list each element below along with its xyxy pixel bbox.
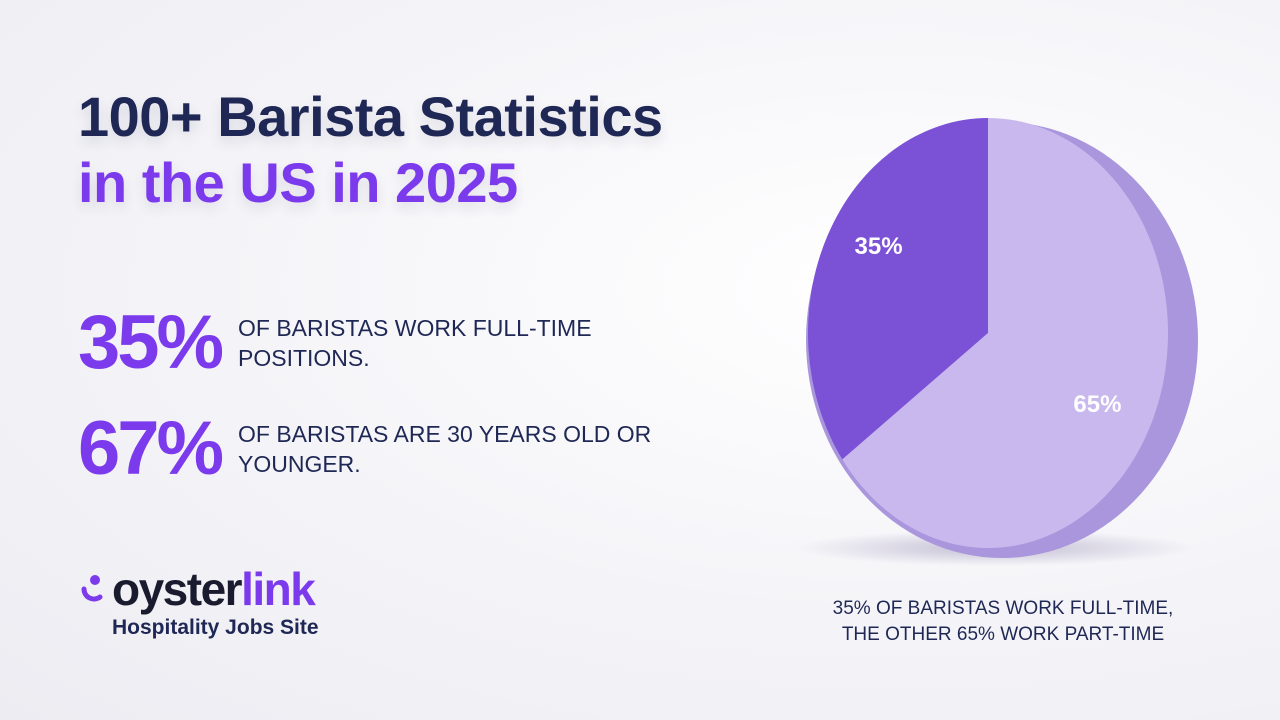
brand-logo: oysterlink Hospitality Jobs Site [78, 564, 319, 640]
oysterlink-logo-icon [81, 575, 103, 602]
chart-caption-line-2: THE OTHER 65% WORK PART-TIME [841, 624, 1165, 645]
stat-fulltime-value: 35% [78, 300, 224, 385]
logo-word-link: link [241, 563, 316, 615]
pie-chart: 35% 65% [795, 118, 1198, 566]
chart-caption-line-1: 35% OF BARISTAS WORK FULL-TIME, [832, 598, 1174, 619]
chart-caption: 35% OF BARISTAS WORK FULL-TIME, THE OTHE… [780, 596, 1226, 648]
pie-label-parttime: 65% [1073, 391, 1121, 418]
pie-slice-parttime [842, 118, 1168, 548]
title-line-2: in the US in 2025 [78, 151, 518, 214]
title-line-1: 100+ Barista Statistics [78, 85, 663, 148]
brand-tagline: Hospitality Jobs Site [112, 616, 319, 639]
logo-word-oyster: oyster [112, 563, 243, 615]
stat-age: 67% OF BARISTAS ARE 30 YEARS OLD OR YOUN… [78, 409, 678, 489]
page-title: 100+ Barista Statistics in the US in 202… [78, 84, 663, 216]
logo-wordmark: oysterlink [112, 563, 316, 615]
pie-slice-fulltime [808, 118, 988, 460]
stat-fulltime-text: OF BARISTAS WORK FULL-TIME POSITIONS. [238, 315, 592, 371]
stat-fulltime: 35% OF BARISTAS WORK FULL-TIME POSITIONS… [78, 303, 678, 383]
pie-label-fulltime: 35% [855, 233, 903, 260]
stat-age-value: 67% [78, 406, 224, 491]
stat-age-text: OF BARISTAS ARE 30 YEARS OLD OR YOUNGER. [238, 421, 652, 477]
